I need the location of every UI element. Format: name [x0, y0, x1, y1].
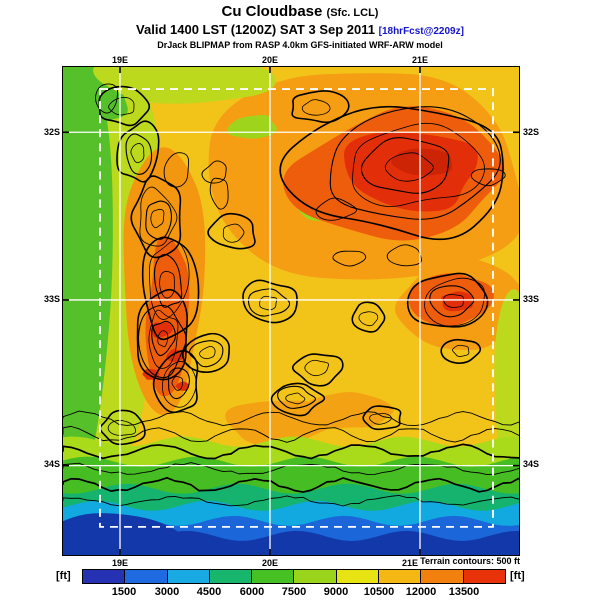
colorbar-segment: [420, 570, 463, 583]
colorbar-segment: [124, 570, 167, 583]
colorbar-tick-label: 12000: [405, 586, 437, 598]
map-artwork: [63, 67, 519, 555]
lon-label-top-19e: 19E: [111, 55, 129, 65]
lat-label-right-33s: 33S: [523, 294, 540, 304]
colorbar-tick-label: 10500: [363, 586, 395, 598]
contour-fill-layer: [63, 67, 519, 555]
colorbar-segment: [251, 570, 294, 583]
title-main: Cu Cloudbase: [221, 3, 323, 20]
map-gridlines: [63, 67, 519, 555]
lat-label-left-33s: 33S: [43, 294, 60, 304]
colorbar-unit-left: [ft]: [56, 570, 71, 582]
lon-label-bottom-21e: 21E: [401, 558, 419, 568]
model-info-line: DrJack BLIPMAP from RASP 4.0km GFS-initi…: [157, 40, 443, 50]
title-qualifier: (Sfc. LCL): [326, 7, 379, 19]
lat-label-left-34s: 34S: [43, 459, 60, 469]
colorbar-tick-label: 4500: [196, 586, 222, 598]
lat-label-right-32s: 32S: [523, 127, 540, 137]
colorbar-tick-label: 3000: [154, 586, 180, 598]
lat-label-right-34s: 34S: [523, 459, 540, 469]
colorbar-unit-right: [ft]: [510, 570, 525, 582]
colorbar-segment: [293, 570, 336, 583]
colorbar-segment: [208, 570, 252, 583]
colorbar-segment: [378, 570, 421, 583]
lon-label-bottom-20e: 20E: [261, 558, 279, 568]
forecast-tag: [18hrFcst@2209z]: [378, 26, 464, 37]
colorbar-segment: [335, 570, 379, 583]
lon-label-bottom-19e: 19E: [111, 558, 129, 568]
colorbar: [82, 569, 506, 584]
colorbar-tick-label: 9000: [323, 586, 349, 598]
colorbar-segment: [166, 570, 209, 583]
lat-label-left-32s: 32S: [43, 127, 60, 137]
colorbar-tick-label: 6000: [239, 586, 265, 598]
page-title: Cu Cloudbase (Sfc. LCL): [0, 3, 600, 20]
valid-time-text: Valid 1400 LST (1200Z) SAT 3 Sep 2011: [136, 22, 375, 37]
border-ticks: [63, 67, 519, 555]
lon-label-top-21e: 21E: [411, 55, 429, 65]
colorbar-segment: [83, 570, 125, 583]
colorbar-tick-label: 1500: [111, 586, 137, 598]
valid-time-line: Valid 1400 LST (1200Z) SAT 3 Sep 2011 [1…: [0, 22, 600, 37]
lon-label-top-20e: 20E: [261, 55, 279, 65]
colorbar-segment: [462, 570, 505, 583]
colorbar-tick-label: 7500: [281, 586, 307, 598]
domain-boundary-box: [99, 88, 494, 528]
colorbar-tick-label: 13500: [448, 586, 480, 598]
terrain-contour-note: Terrain contours: 500 ft: [420, 556, 520, 566]
forecast-map: [62, 66, 520, 556]
